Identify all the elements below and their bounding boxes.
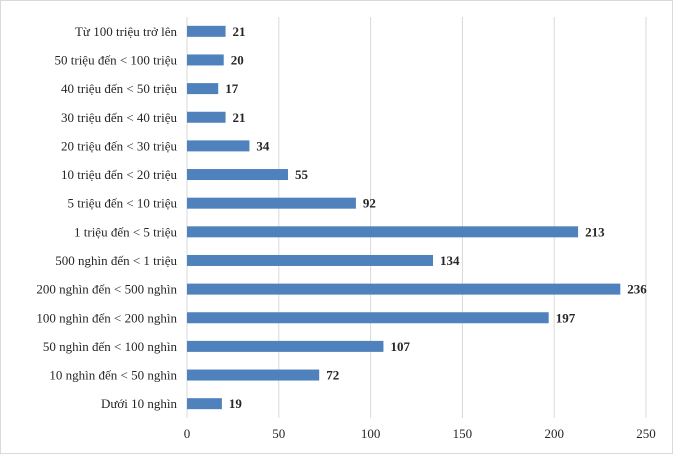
category-label: 50 nghìn đến < 100 nghìn [43, 339, 178, 354]
bar [187, 398, 222, 410]
data-label: 72 [326, 368, 339, 383]
category-label: 20 triệu đến < 30 triệu [61, 138, 177, 153]
category-label: Từ 100 triệu trở lên [75, 24, 178, 39]
data-labels: 21 20 17 21 34 55 92 213 134 236 197 107 72 19 [225, 24, 647, 411]
bar [187, 83, 219, 95]
x-tick-label: 150 [453, 426, 473, 441]
x-axis-tick-labels: 0 50 100 150 200 250 [184, 426, 656, 441]
category-label: 5 triệu đến < 10 triệu [68, 196, 178, 211]
category-label: 200 nghìn đến < 500 nghìn [36, 282, 177, 297]
data-label: 21 [233, 110, 246, 125]
data-label: 17 [225, 81, 239, 96]
category-labels: Từ 100 triệu trở lên 50 triệu đến < 100 t… [36, 24, 177, 411]
x-tick-label: 100 [361, 426, 381, 441]
data-label: 107 [390, 339, 410, 354]
bar [187, 111, 226, 123]
data-label: 197 [556, 310, 576, 325]
data-label: 55 [295, 167, 309, 182]
category-label: 30 triệu đến < 40 triệu [61, 110, 177, 125]
x-tick-label: 0 [184, 426, 191, 441]
category-label: 1 triệu đến < 5 triệu [74, 224, 177, 239]
x-tick-label: 250 [636, 426, 656, 441]
category-label: 100 nghìn đến < 200 nghìn [36, 310, 177, 325]
category-label: 40 triệu đến < 50 triệu [61, 81, 177, 96]
bar [187, 283, 621, 295]
category-label: 500 nghìn đến < 1 triệu [55, 253, 177, 268]
category-label: 10 nghìn đến < 50 nghìn [49, 368, 177, 383]
bar [187, 169, 288, 181]
data-label: 21 [233, 24, 246, 39]
bar [187, 312, 549, 324]
data-label: 20 [231, 52, 244, 67]
data-label: 236 [627, 282, 647, 297]
x-tick-label: 50 [272, 426, 285, 441]
bar [187, 54, 224, 66]
category-label: 50 triệu đến < 100 triệu [55, 52, 178, 67]
data-label: 34 [256, 138, 270, 153]
bar [187, 369, 320, 381]
data-label: 19 [229, 396, 243, 411]
data-label: 213 [585, 224, 605, 239]
bar [187, 254, 434, 266]
data-label: 92 [363, 196, 376, 211]
bar [187, 140, 250, 152]
bar [187, 226, 579, 238]
data-label: 134 [440, 253, 460, 268]
bars [187, 25, 621, 410]
gridlines [186, 17, 647, 418]
category-label: 10 triệu đến < 20 triệu [61, 167, 177, 182]
bar [187, 197, 356, 209]
bar [187, 340, 384, 352]
bar [187, 25, 226, 37]
category-label: Dưới 10 nghìn [101, 396, 178, 411]
x-tick-label: 200 [544, 426, 564, 441]
